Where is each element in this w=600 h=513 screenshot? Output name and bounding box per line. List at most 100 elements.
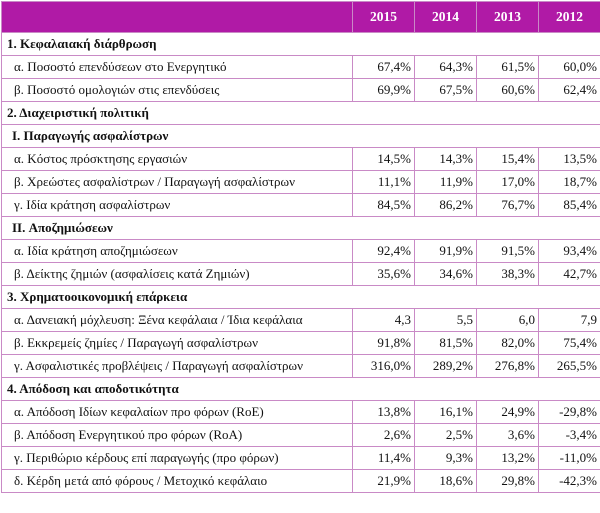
section-row: 4. Απόδοση και αποδοτικότητα: [2, 378, 600, 401]
table-row: α. Δανειακή μόχλευση: Ξένα κεφάλαια / Ίδ…: [2, 309, 600, 332]
value-cell: 265,5%: [539, 355, 600, 378]
value-cell: -3,4%: [539, 424, 600, 447]
value-cell: 4,3: [353, 309, 415, 332]
section-label: 2. Διαχειριστική πολιτική: [2, 102, 600, 125]
year-header: 2014: [415, 2, 477, 33]
value-cell: 42,7%: [539, 263, 600, 286]
value-cell: 24,9%: [477, 401, 539, 424]
value-cell: 91,5%: [477, 240, 539, 263]
table-row: β. Απόδοση Ενεργητικού προ φόρων (RoA)2,…: [2, 424, 600, 447]
section-label: I. Παραγωγής ασφαλίστρων: [2, 125, 600, 148]
value-cell: 13,8%: [353, 401, 415, 424]
value-cell: 67,5%: [415, 79, 477, 102]
value-cell: 6,0: [477, 309, 539, 332]
section-label: II. Αποζημιώσεων: [2, 217, 600, 240]
value-cell: 11,1%: [353, 171, 415, 194]
value-cell: 34,6%: [415, 263, 477, 286]
year-header: 2012: [539, 2, 600, 33]
row-label: β. Χρεώστες ασφαλίστρων / Παραγωγή ασφαλ…: [2, 171, 353, 194]
value-cell: 64,3%: [415, 56, 477, 79]
header-row: 2015 2014 2013 2012: [2, 2, 600, 33]
section-label: 4. Απόδοση και αποδοτικότητα: [2, 378, 600, 401]
value-cell: 5,5: [415, 309, 477, 332]
value-cell: 15,4%: [477, 148, 539, 171]
value-cell: 13,2%: [477, 447, 539, 470]
table-row: γ. Περιθώριο κέρδους επί παραγωγής (προ …: [2, 447, 600, 470]
table-row: β. Δείκτης ζημιών (ασφαλίσεις κατά Ζημιώ…: [2, 263, 600, 286]
value-cell: 69,9%: [353, 79, 415, 102]
subsection-row: I. Παραγωγής ασφαλίστρων: [2, 125, 600, 148]
value-cell: 75,4%: [539, 332, 600, 355]
value-cell: 2,5%: [415, 424, 477, 447]
value-cell: 67,4%: [353, 56, 415, 79]
section-label: 3. Χρηματοοικονομική επάρκεια: [2, 286, 600, 309]
value-cell: 11,9%: [415, 171, 477, 194]
value-cell: 14,5%: [353, 148, 415, 171]
value-cell: 91,9%: [415, 240, 477, 263]
value-cell: 14,3%: [415, 148, 477, 171]
value-cell: 93,4%: [539, 240, 600, 263]
value-cell: 11,4%: [353, 447, 415, 470]
section-row: 2. Διαχειριστική πολιτική: [2, 102, 600, 125]
year-header: 2013: [477, 2, 539, 33]
value-cell: 276,8%: [477, 355, 539, 378]
table-row: β. Χρεώστες ασφαλίστρων / Παραγωγή ασφαλ…: [2, 171, 600, 194]
value-cell: 91,8%: [353, 332, 415, 355]
section-row: 1. Κεφαλαιακή διάρθρωση: [2, 33, 600, 56]
row-label: α. Ποσοστό επενδύσεων στο Ενεργητικό: [2, 56, 353, 79]
row-label: α. Κόστος πρόσκτησης εργασιών: [2, 148, 353, 171]
subsection-row: II. Αποζημιώσεων: [2, 217, 600, 240]
value-cell: 62,4%: [539, 79, 600, 102]
value-cell: 60,6%: [477, 79, 539, 102]
value-cell: 84,5%: [353, 194, 415, 217]
value-cell: 316,0%: [353, 355, 415, 378]
row-label: β. Απόδοση Ενεργητικού προ φόρων (RoA): [2, 424, 353, 447]
value-cell: 16,1%: [415, 401, 477, 424]
row-label: β. Ποσοστό ομολογιών στις επενδύσεις: [2, 79, 353, 102]
ratios-table: 2015 2014 2013 2012 1. Κεφαλαιακή διάρθρ…: [1, 1, 600, 493]
value-cell: 86,2%: [415, 194, 477, 217]
section-label: 1. Κεφαλαιακή διάρθρωση: [2, 33, 600, 56]
value-cell: 76,7%: [477, 194, 539, 217]
value-cell: 17,0%: [477, 171, 539, 194]
value-cell: 38,3%: [477, 263, 539, 286]
row-label: γ. Ιδία κράτηση ασφαλίστρων: [2, 194, 353, 217]
value-cell: 82,0%: [477, 332, 539, 355]
row-label: α. Απόδοση Ιδίων κεφαλαίων προ φόρων (Ro…: [2, 401, 353, 424]
value-cell: 21,9%: [353, 470, 415, 493]
value-cell: 2,6%: [353, 424, 415, 447]
table-row: β. Εκκρεμείς ζημίες / Παραγωγή ασφαλίστρ…: [2, 332, 600, 355]
row-label: γ. Περιθώριο κέρδους επί παραγωγής (προ …: [2, 447, 353, 470]
row-label: β. Εκκρεμείς ζημίες / Παραγωγή ασφαλίστρ…: [2, 332, 353, 355]
value-cell: -42,3%: [539, 470, 600, 493]
value-cell: 18,6%: [415, 470, 477, 493]
value-cell: 92,4%: [353, 240, 415, 263]
value-cell: 35,6%: [353, 263, 415, 286]
value-cell: 3,6%: [477, 424, 539, 447]
row-label: β. Δείκτης ζημιών (ασφαλίσεις κατά Ζημιώ…: [2, 263, 353, 286]
table-row: γ. Ασφαλιστικές προβλέψεις / Παραγωγή ασ…: [2, 355, 600, 378]
value-cell: -11,0%: [539, 447, 600, 470]
year-header: 2015: [353, 2, 415, 33]
value-cell: 61,5%: [477, 56, 539, 79]
header-empty-cell: [2, 2, 353, 33]
row-label: α. Δανειακή μόχλευση: Ξένα κεφάλαια / Ίδ…: [2, 309, 353, 332]
row-label: α. Ιδία κράτηση αποζημιώσεων: [2, 240, 353, 263]
value-cell: 18,7%: [539, 171, 600, 194]
value-cell: 81,5%: [415, 332, 477, 355]
row-label: δ. Κέρδη μετά από φόρους / Μετοχικό κεφά…: [2, 470, 353, 493]
value-cell: 13,5%: [539, 148, 600, 171]
value-cell: -29,8%: [539, 401, 600, 424]
row-label: γ. Ασφαλιστικές προβλέψεις / Παραγωγή ασ…: [2, 355, 353, 378]
value-cell: 29,8%: [477, 470, 539, 493]
table-row: δ. Κέρδη μετά από φόρους / Μετοχικό κεφά…: [2, 470, 600, 493]
value-cell: 85,4%: [539, 194, 600, 217]
section-row: 3. Χρηματοοικονομική επάρκεια: [2, 286, 600, 309]
value-cell: 60,0%: [539, 56, 600, 79]
